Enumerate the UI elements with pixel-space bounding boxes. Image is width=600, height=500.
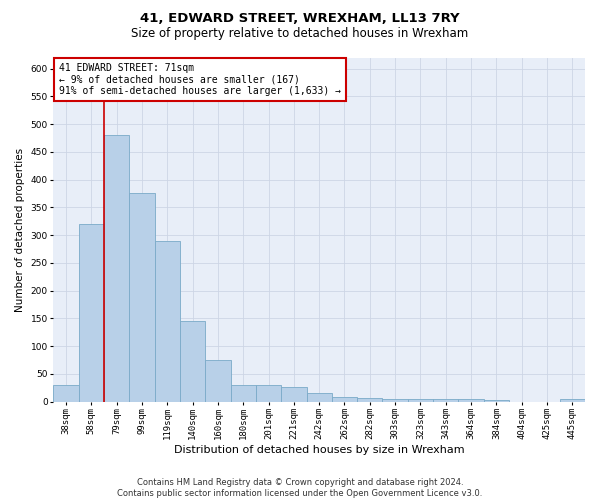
Bar	[180, 321, 205, 402]
Bar	[130, 194, 155, 402]
Bar	[104, 135, 130, 402]
Bar	[281, 386, 307, 402]
Bar	[332, 397, 357, 402]
Bar	[230, 385, 256, 402]
Bar	[307, 394, 332, 402]
Bar	[155, 240, 180, 402]
Bar	[205, 360, 230, 402]
Bar	[560, 399, 585, 402]
Bar	[484, 400, 509, 402]
Bar	[458, 400, 484, 402]
Bar	[256, 385, 281, 402]
Text: 41 EDWARD STREET: 71sqm
← 9% of detached houses are smaller (167)
91% of semi-de: 41 EDWARD STREET: 71sqm ← 9% of detached…	[59, 62, 341, 96]
Bar	[408, 400, 433, 402]
Bar	[433, 400, 458, 402]
Text: Contains HM Land Registry data © Crown copyright and database right 2024.
Contai: Contains HM Land Registry data © Crown c…	[118, 478, 482, 498]
Text: 41, EDWARD STREET, WREXHAM, LL13 7RY: 41, EDWARD STREET, WREXHAM, LL13 7RY	[140, 12, 460, 26]
Bar	[79, 224, 104, 402]
Bar	[357, 398, 382, 402]
X-axis label: Distribution of detached houses by size in Wrexham: Distribution of detached houses by size …	[174, 445, 464, 455]
Y-axis label: Number of detached properties: Number of detached properties	[15, 148, 25, 312]
Text: Size of property relative to detached houses in Wrexham: Size of property relative to detached ho…	[131, 28, 469, 40]
Bar	[53, 385, 79, 402]
Bar	[382, 399, 408, 402]
